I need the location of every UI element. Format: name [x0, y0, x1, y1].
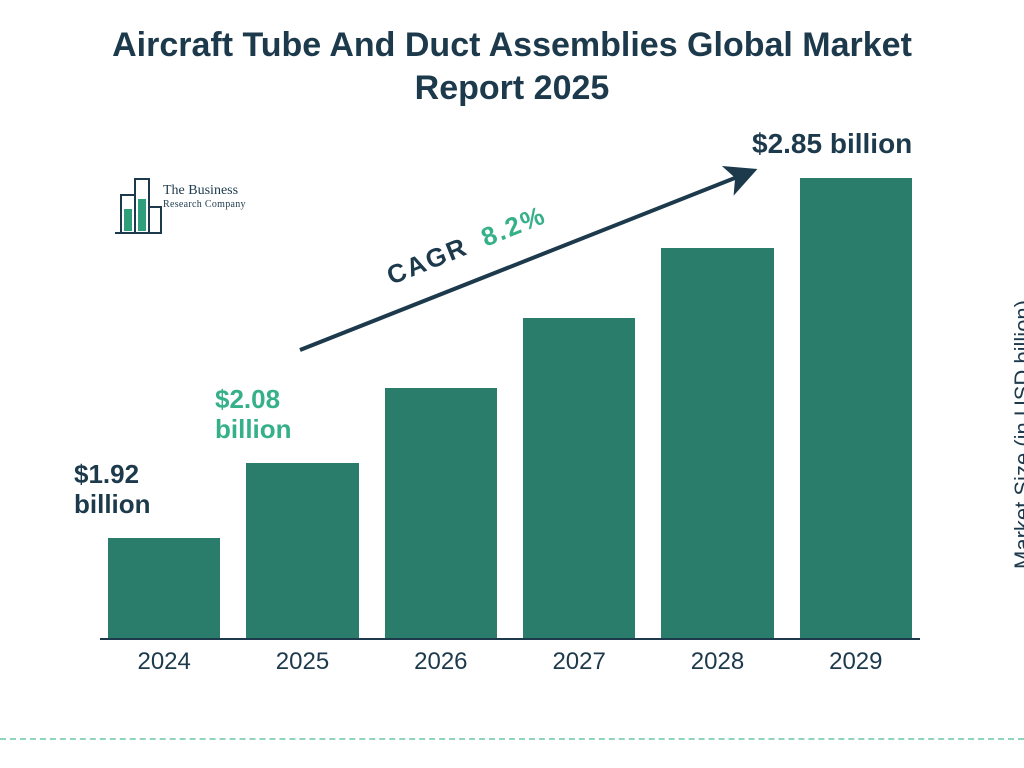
footer-dashed-line [0, 738, 1024, 740]
value-label: $1.92billion [74, 460, 151, 520]
bar [661, 248, 773, 638]
bar-2025 [246, 463, 358, 638]
x-axis-labels: 2024 2025 2026 2027 2028 2029 [100, 648, 920, 676]
value-label: $2.85 billion [752, 128, 912, 160]
x-tick-label: 2026 [385, 648, 497, 676]
bar-2026 [385, 388, 497, 638]
bar [246, 463, 358, 638]
bar-2027 [523, 318, 635, 638]
bar [800, 178, 912, 638]
y-axis-label: Market Size (in USD billion) [1010, 300, 1024, 569]
x-tick-label: 2024 [108, 648, 220, 676]
x-tick-label: 2029 [800, 648, 912, 676]
value-label: $2.08billion [215, 385, 292, 445]
x-tick-label: 2025 [246, 648, 358, 676]
x-tick-label: 2027 [523, 648, 635, 676]
bar-2028 [661, 248, 773, 638]
bar [385, 388, 497, 638]
bar [523, 318, 635, 638]
bar-2024 [108, 538, 220, 638]
x-axis-line [100, 638, 920, 640]
bar [108, 538, 220, 638]
x-tick-label: 2028 [661, 648, 773, 676]
bar-2029 [800, 178, 912, 638]
chart-title: Aircraft Tube And Duct Assemblies Global… [60, 24, 964, 109]
